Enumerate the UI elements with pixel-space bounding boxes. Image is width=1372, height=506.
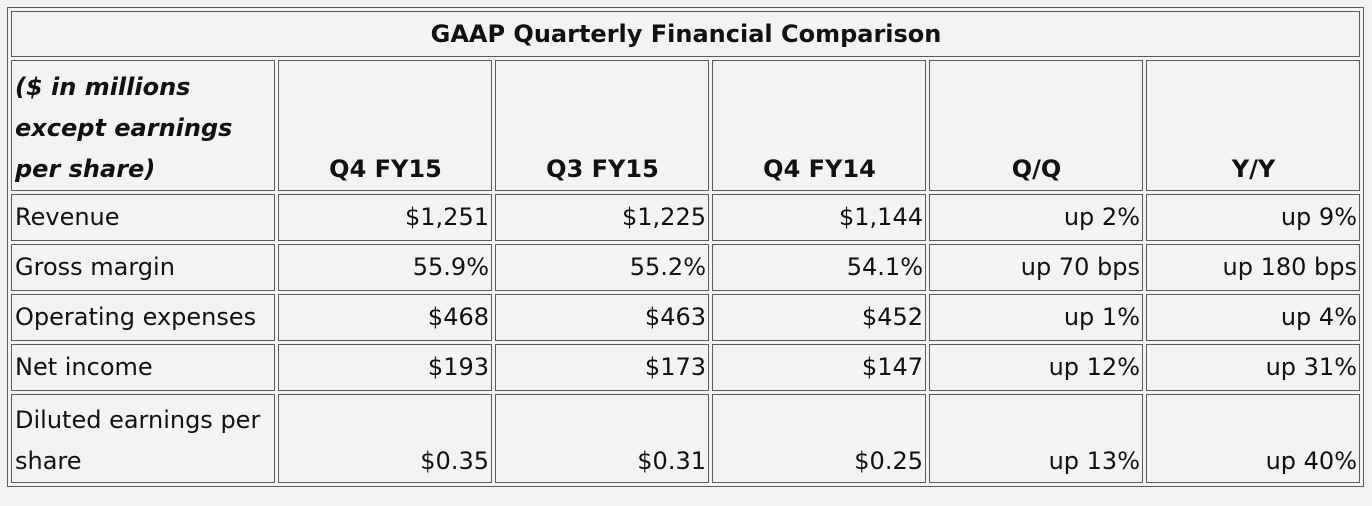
table-cell: $147 [712,344,926,391]
table-cell: up 9% [1146,194,1360,241]
table-row: Operating expenses $468 $463 $452 up 1% … [11,294,1360,341]
table-cell: $463 [495,294,709,341]
column-header-yy: Y/Y [1146,60,1360,191]
table-cell: $1,251 [278,194,492,241]
table-row: Gross margin 55.9% 55.2% 54.1% up 70 bps… [11,244,1360,291]
row-label: Revenue [11,194,275,241]
table-cell: 55.9% [278,244,492,291]
table-cell: $193 [278,344,492,391]
table-cell: $468 [278,294,492,341]
table-cell: $0.35 [278,394,492,483]
header-units-label: ($ in millions except earnings per share… [11,60,275,191]
row-label: Operating expenses [11,294,275,341]
column-header-q4-fy15: Q4 FY15 [278,60,492,191]
table-cell: up 180 bps [1146,244,1360,291]
row-label: Net income [11,344,275,391]
table-cell: $0.31 [495,394,709,483]
table-cell: 54.1% [712,244,926,291]
table-cell: $0.25 [712,394,926,483]
table-title: GAAP Quarterly Financial Comparison [11,11,1360,57]
table-cell: 55.2% [495,244,709,291]
table-cell: up 13% [929,394,1143,483]
table-cell: up 70 bps [929,244,1143,291]
table-cell: up 31% [1146,344,1360,391]
table-cell: up 40% [1146,394,1360,483]
table-cell: $1,144 [712,194,926,241]
column-header-q4-fy14: Q4 FY14 [712,60,926,191]
column-header-qq: Q/Q [929,60,1143,191]
table-row: Diluted earnings per share $0.35 $0.31 $… [11,394,1360,483]
table-row: Net income $193 $173 $147 up 12% up 31% [11,344,1360,391]
table-cell: $173 [495,344,709,391]
table-cell: up 1% [929,294,1143,341]
financial-comparison-table: GAAP Quarterly Financial Comparison ($ i… [7,7,1364,487]
table-row: Revenue $1,251 $1,225 $1,144 up 2% up 9% [11,194,1360,241]
table-cell: up 4% [1146,294,1360,341]
header-row: ($ in millions except earnings per share… [11,60,1360,191]
table-cell: $452 [712,294,926,341]
table-cell: up 12% [929,344,1143,391]
row-label: Diluted earnings per share [11,394,275,483]
table-cell: $1,225 [495,194,709,241]
table-cell: up 2% [929,194,1143,241]
column-header-q3-fy15: Q3 FY15 [495,60,709,191]
row-label: Gross margin [11,244,275,291]
